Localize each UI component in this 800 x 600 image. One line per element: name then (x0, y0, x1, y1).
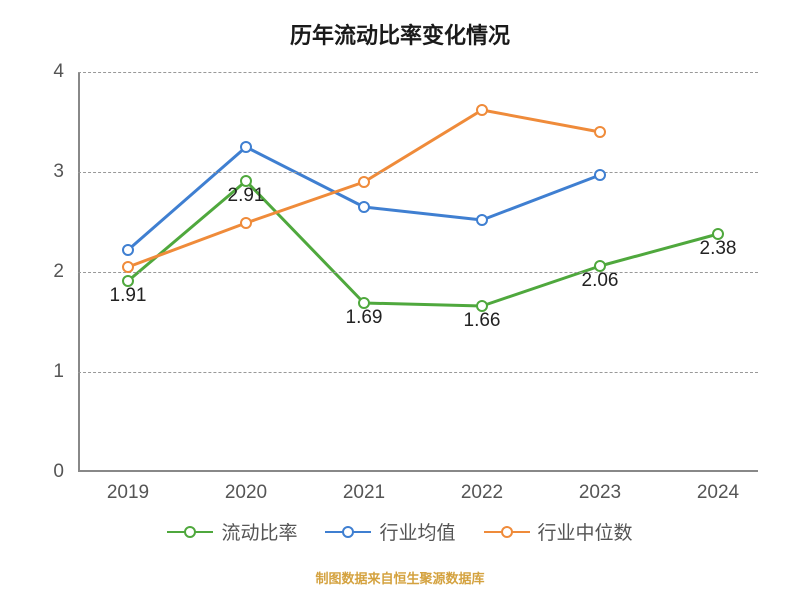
value-label: 2.38 (700, 238, 737, 260)
data-marker (122, 261, 134, 273)
legend-item: 行业中位数 (484, 518, 633, 545)
line-chart: 历年流动比率变化情况 0 1 2 3 4 2019 2020 2021 2022 2023 2024… (0, 0, 800, 600)
legend-item: 流动比率 (167, 518, 297, 545)
data-marker (122, 244, 134, 256)
x-tick-label: 2021 (343, 472, 385, 504)
legend-label: 行业中位数 (538, 518, 633, 545)
chart-footer: 制图数据来自恒生聚源数据库 (0, 568, 800, 587)
grid-line (78, 372, 758, 373)
grid-line (78, 72, 758, 73)
value-label: 1.66 (464, 310, 501, 332)
legend: 流动比率 行业均值 行业中位数 (0, 518, 800, 545)
x-tick-label: 2023 (579, 472, 621, 504)
legend-label: 流动比率 (221, 518, 297, 545)
legend-swatch (167, 523, 213, 541)
data-marker (594, 169, 606, 181)
x-tick-label: 2020 (225, 472, 267, 504)
y-tick-label: 0 (53, 461, 78, 483)
series-line (128, 147, 600, 250)
legend-label: 行业均值 (379, 518, 455, 545)
y-tick-label: 2 (53, 261, 78, 283)
chart-title: 历年流动比率变化情况 (0, 18, 800, 50)
y-tick-label: 4 (53, 61, 78, 83)
y-tick-label: 3 (53, 161, 78, 183)
legend-swatch (484, 523, 530, 541)
data-marker (358, 201, 370, 213)
value-label: 2.91 (228, 185, 265, 207)
x-tick-label: 2019 (107, 472, 149, 504)
data-marker (240, 141, 252, 153)
y-tick-label: 1 (53, 361, 78, 383)
value-label: 2.06 (582, 270, 619, 292)
data-marker (240, 217, 252, 229)
plot-area: 012342019202020212022202320241.912.911.6… (78, 72, 758, 472)
grid-line (78, 272, 758, 273)
x-tick-label: 2024 (697, 472, 739, 504)
data-marker (476, 214, 488, 226)
data-marker (358, 176, 370, 188)
value-label: 1.91 (110, 285, 147, 307)
data-marker (594, 126, 606, 138)
series-line (128, 181, 718, 306)
legend-item: 行业均值 (325, 518, 455, 545)
grid-line (78, 172, 758, 173)
legend-swatch (325, 523, 371, 541)
value-label: 1.69 (346, 307, 383, 329)
data-marker (476, 104, 488, 116)
x-tick-label: 2022 (461, 472, 503, 504)
